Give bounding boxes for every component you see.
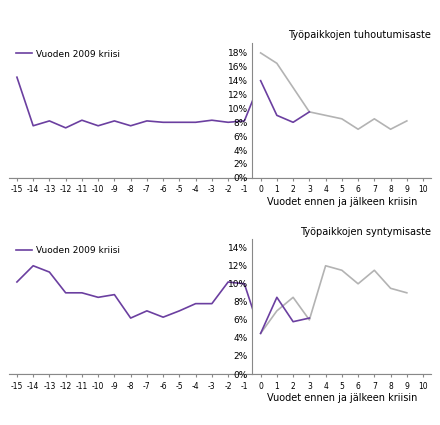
Vuoden 2009 kriisi	[177, 308, 182, 313]
Vuoden 2009 kriisi	[128, 315, 133, 320]
Vuoden 2009 kriisi	[95, 295, 101, 300]
Vuoden 2009 kriisi	[30, 263, 36, 268]
Vuoden 2009 kriisi	[193, 301, 198, 306]
Line: Vuoden 2009 kriisi: Vuoden 2009 kriisi	[17, 77, 260, 128]
Vuoden 2009 kriisi	[225, 120, 231, 125]
Text: Työpaikkojen syntymisaste: Työpaikkojen syntymisaste	[300, 227, 431, 237]
Vuoden 2009 kriisi	[144, 118, 150, 123]
Vuoden 2009 kriisi	[161, 314, 166, 320]
Vuoden 2009 kriisi	[112, 292, 117, 297]
Text: Työpaikkojen tuhoutumisaste: Työpaikkojen tuhoutumisaste	[288, 30, 431, 40]
Vuoden 2009 kriisi	[242, 118, 247, 123]
Vuoden 2009 kriisi	[79, 290, 84, 295]
Vuoden 2009 kriisi	[209, 118, 215, 123]
Legend: Vuoden 2009 kriisi: Vuoden 2009 kriisi	[13, 243, 123, 258]
Vuoden 2009 kriisi	[209, 301, 215, 306]
Vuoden 2009 kriisi	[47, 269, 52, 275]
Vuoden 2009 kriisi	[95, 123, 101, 128]
Legend: Vuoden 2009 kriisi: Vuoden 2009 kriisi	[13, 47, 123, 62]
Vuoden 2009 kriisi	[225, 280, 231, 285]
Vuoden 2009 kriisi	[112, 118, 117, 123]
Vuoden 2009 kriisi	[144, 308, 150, 313]
Line: Vuoden 2009 kriisi: Vuoden 2009 kriisi	[17, 266, 260, 333]
Vuoden 2009 kriisi	[258, 78, 263, 83]
Vuoden 2009 kriisi	[63, 125, 68, 130]
Vuoden 2009 kriisi	[63, 290, 68, 295]
Vuoden 2009 kriisi	[14, 280, 19, 285]
Vuoden 2009 kriisi	[30, 123, 36, 128]
Vuoden 2009 kriisi	[177, 120, 182, 125]
Vuoden 2009 kriisi	[193, 120, 198, 125]
Vuoden 2009 kriisi	[47, 118, 52, 123]
Vuoden 2009 kriisi	[242, 281, 247, 286]
Vuoden 2009 kriisi	[128, 123, 133, 128]
Vuoden 2009 kriisi	[258, 331, 263, 336]
Vuoden 2009 kriisi	[14, 75, 19, 80]
X-axis label: Vuodet ennen ja jälkeen kriisin: Vuodet ennen ja jälkeen kriisin	[267, 394, 417, 403]
Vuoden 2009 kriisi	[161, 120, 166, 125]
X-axis label: Vuodet ennen ja jälkeen kriisin: Vuodet ennen ja jälkeen kriisin	[267, 197, 417, 207]
Vuoden 2009 kriisi	[79, 118, 84, 123]
